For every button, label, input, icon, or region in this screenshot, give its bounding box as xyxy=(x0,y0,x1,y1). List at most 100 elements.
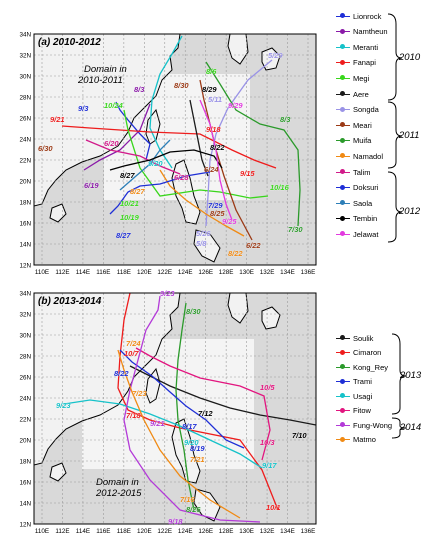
track-fitow xyxy=(135,347,271,461)
date-label: 6/22 xyxy=(246,241,261,250)
lon-tick-label: 114E xyxy=(76,528,90,535)
legend-label: Lionrock xyxy=(353,11,382,21)
coastline-b xyxy=(34,293,281,522)
legend-swatch xyxy=(336,215,350,221)
year-label-2013: 2013 xyxy=(400,370,422,381)
lat-tick-label: 16N xyxy=(19,221,31,228)
legend-item: Matmo xyxy=(336,434,376,446)
legend-item: Cimaron xyxy=(336,347,381,359)
lon-tick-label: 136E xyxy=(301,269,316,276)
lon-tick-label: 134E xyxy=(280,528,295,535)
panel-a: (a) 2010-2012 Domain in 2010-2011 110E 11… xyxy=(19,32,317,276)
lon-tick-label: 118E xyxy=(117,528,131,535)
track-megi xyxy=(123,109,269,199)
legend-swatch xyxy=(336,184,350,190)
track-songda xyxy=(205,59,273,227)
date-label: 10/24 xyxy=(104,101,124,110)
legend-swatch xyxy=(336,436,350,442)
legend-swatch xyxy=(336,169,350,174)
lon-tick-label: 110E xyxy=(35,269,49,276)
track-matmo xyxy=(117,349,241,519)
legend-item: Fanapi xyxy=(336,57,376,69)
legend-b: Soulik Cimaron Kong_Rey Trami Usagi Fitow Fung… xyxy=(336,332,422,462)
legend-swatch xyxy=(336,200,350,206)
lat-tick-label: 18N xyxy=(19,200,31,207)
legend-item: Tembin xyxy=(336,213,377,225)
track-kong-rey xyxy=(175,302,195,511)
date-label: 8/30 xyxy=(186,307,201,316)
lat-tick-label: 28N xyxy=(19,95,31,102)
date-label: 8/27 xyxy=(130,187,145,196)
coastline-a xyxy=(34,34,281,263)
date-label: 6/30 xyxy=(38,144,53,153)
lon-tick-label: 114E xyxy=(76,269,90,276)
domain-note-a-line1: Domain in xyxy=(84,64,127,75)
year-label-2010: 2010 xyxy=(399,52,421,63)
track-trami xyxy=(119,349,245,449)
track-aere xyxy=(189,99,209,177)
date-label: 7/10 xyxy=(292,431,307,440)
track-lionrock xyxy=(115,101,151,161)
lat-tick-label: 30N xyxy=(19,333,31,340)
lon-tick-label: 126E xyxy=(198,269,213,276)
lon-tick-label: 128E xyxy=(219,269,234,276)
domain-note-a-line2: 2010-2011 xyxy=(77,75,123,86)
legend-label: Megi xyxy=(353,73,370,83)
legend-label: Tembin xyxy=(353,214,378,224)
grid-a xyxy=(34,34,316,265)
track-cimaron xyxy=(117,293,279,511)
legend-item: Muifa xyxy=(336,135,371,147)
legend-item: Meranti xyxy=(336,41,378,53)
date-label: 8/22 xyxy=(114,369,129,378)
lat-tick-label: 22N xyxy=(19,158,31,165)
legend-item: Usagi xyxy=(336,390,372,402)
legend-label: Cimaron xyxy=(353,348,382,357)
lon-tick-label: 134E xyxy=(280,269,295,276)
legend-item: Namadol xyxy=(336,150,383,162)
date-label: 8/3 xyxy=(134,85,145,94)
lon-tick-label: 116E xyxy=(96,528,110,535)
lat-tick-label: 24N xyxy=(19,396,31,403)
date-label: 8/27 xyxy=(120,171,135,180)
date-label: 10/19 xyxy=(120,213,140,222)
date-label: 7/16 xyxy=(180,495,195,504)
legend-item: Fitow xyxy=(336,405,371,417)
panel-b: (b) 2013-2014 Domain in 2012-2015 110E 11… xyxy=(19,289,317,535)
date-label: 9/23 xyxy=(56,401,71,410)
date-label: 9/17 xyxy=(262,461,277,470)
legend-swatch xyxy=(336,106,350,112)
lat-tick-label: 28N xyxy=(19,354,31,361)
legend-label: Talim xyxy=(353,167,371,177)
domain-note-b-line2: 2012-2015 xyxy=(95,488,142,499)
lon-tick-label: 126E xyxy=(198,528,213,535)
date-label: 8/3 xyxy=(280,115,291,124)
lat-tick-label: 32N xyxy=(19,312,31,319)
lon-tick-label: 124E xyxy=(178,269,193,276)
lon-tick-label: 122E xyxy=(157,528,172,535)
date-labels-a: 9/3 9/21 10/24 6/30 6/20 6/19 8/27 8/27 10/21 10/… xyxy=(38,51,304,258)
date-label: 6/20 xyxy=(104,139,119,148)
lat-tick-label: 14N xyxy=(19,501,31,508)
legend-label: Trami xyxy=(353,377,372,386)
tracks-b xyxy=(63,293,316,523)
lon-tick-label: 120E xyxy=(137,528,152,535)
track-saola xyxy=(119,139,171,191)
lat-tick-label: 26N xyxy=(19,116,31,123)
legend-swatch xyxy=(336,364,350,369)
date-label: 9/21 xyxy=(150,419,165,428)
date-label: 7/29 xyxy=(208,201,223,210)
legend-swatch xyxy=(336,378,350,384)
date-label: 9/3 xyxy=(78,104,89,113)
legend-swatch xyxy=(336,393,350,398)
track-tembin xyxy=(109,149,223,171)
date-label: 6/28 xyxy=(174,173,189,182)
lat-tick-label: 14N xyxy=(19,242,31,249)
legend-item: Talim xyxy=(336,166,371,178)
date-label: 7/23 xyxy=(132,389,147,398)
panel-b-title: (b) 2013-2014 xyxy=(38,296,102,307)
track-doksuri xyxy=(109,171,211,215)
date-label: 8/22 xyxy=(210,143,225,152)
date-label: 9/15 xyxy=(240,169,255,178)
